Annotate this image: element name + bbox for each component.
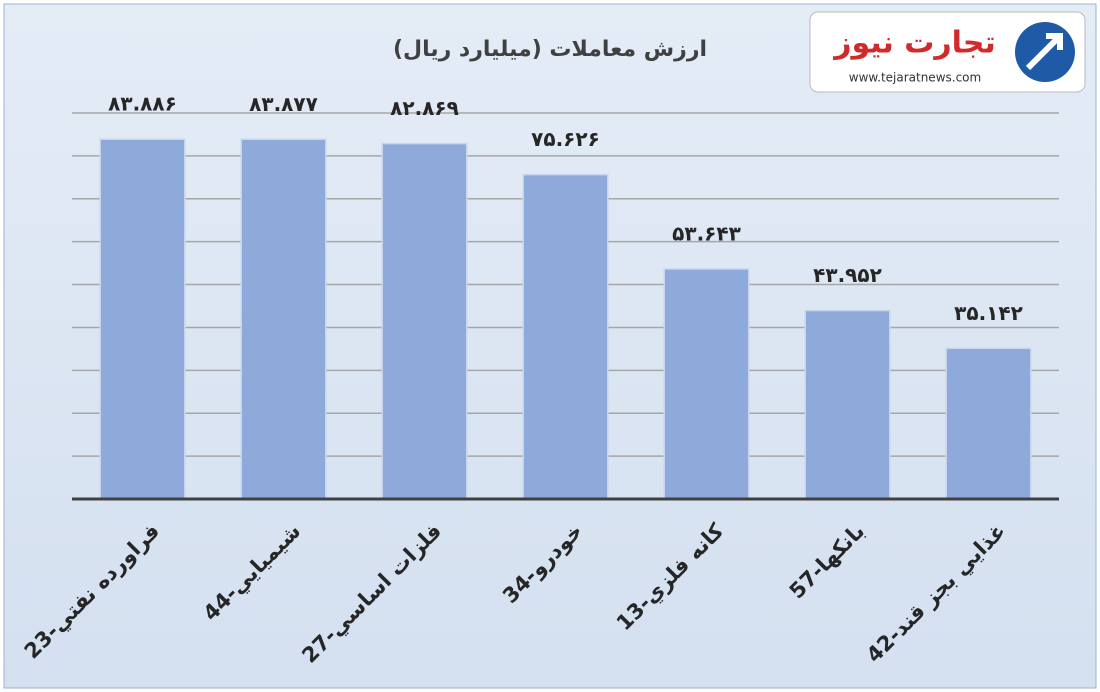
logo-name: تجارت نیوز — [832, 26, 996, 61]
bar — [804, 309, 891, 500]
data-label: ۸۳.۸۷۷ — [249, 92, 318, 116]
logo-url: www.tejaratnews.com — [849, 71, 981, 85]
bar — [522, 173, 609, 500]
data-label: ۵۳.۶۴۳ — [672, 221, 741, 245]
logo-arrow — [1025, 33, 1063, 71]
bar — [99, 138, 186, 500]
data-label: ۴۳.۹۵۲ — [813, 263, 882, 287]
logo-box — [809, 11, 1086, 93]
bar — [381, 142, 468, 500]
data-label: ۷۵.۶۲۶ — [531, 127, 600, 151]
data-label: ۸۳.۸۸۶ — [108, 92, 177, 116]
chart-title: ارزش معاملات (میلیارد ریال) — [393, 37, 707, 62]
bar — [240, 138, 327, 500]
bar — [663, 268, 750, 500]
data-label: ۳۵.۱۴۲ — [954, 301, 1023, 325]
logo: تجارت نیوز www.tejaratnews.com — [809, 11, 1086, 93]
bar — [945, 347, 1032, 500]
data-label: ۸۲.۸۶۹ — [390, 96, 459, 120]
